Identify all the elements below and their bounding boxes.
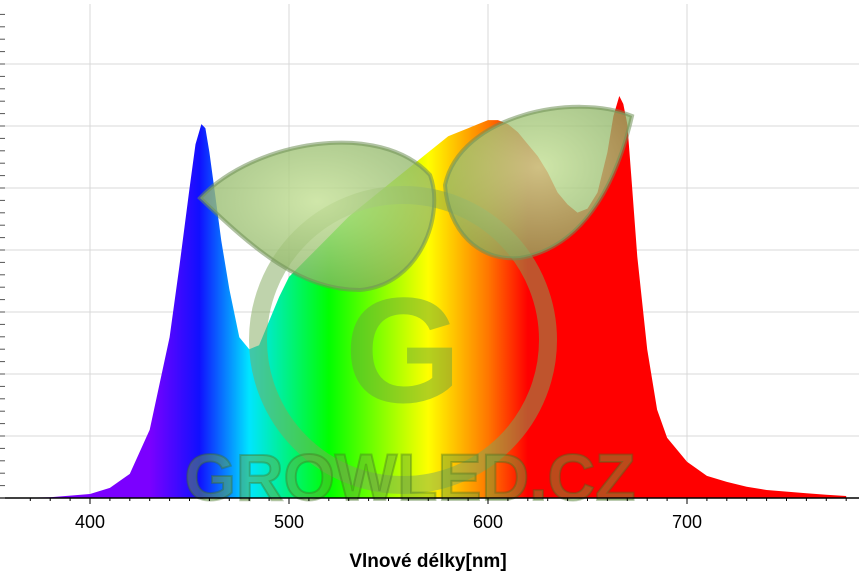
watermark-logo: G GROWLED.CZ [184,104,636,515]
watermark-letter: G [345,266,462,434]
x-axis-title: Vlnové délky[nm] [349,551,506,572]
spectrum-area [10,96,847,498]
x-axis-ticks: 400 500 600 700 [29,498,847,532]
spectrum-area-layer [10,96,847,498]
x-tick-label: 700 [672,512,702,532]
x-tick-label: 600 [473,512,503,532]
x-tick-label: 400 [75,512,105,532]
y-axis-minor-ticks [0,13,5,499]
left-leaf-icon [197,140,437,293]
watermark-text: GROWLED.CZ [185,440,636,514]
x-tick-label: 500 [274,512,304,532]
right-leaf-icon [442,104,635,261]
